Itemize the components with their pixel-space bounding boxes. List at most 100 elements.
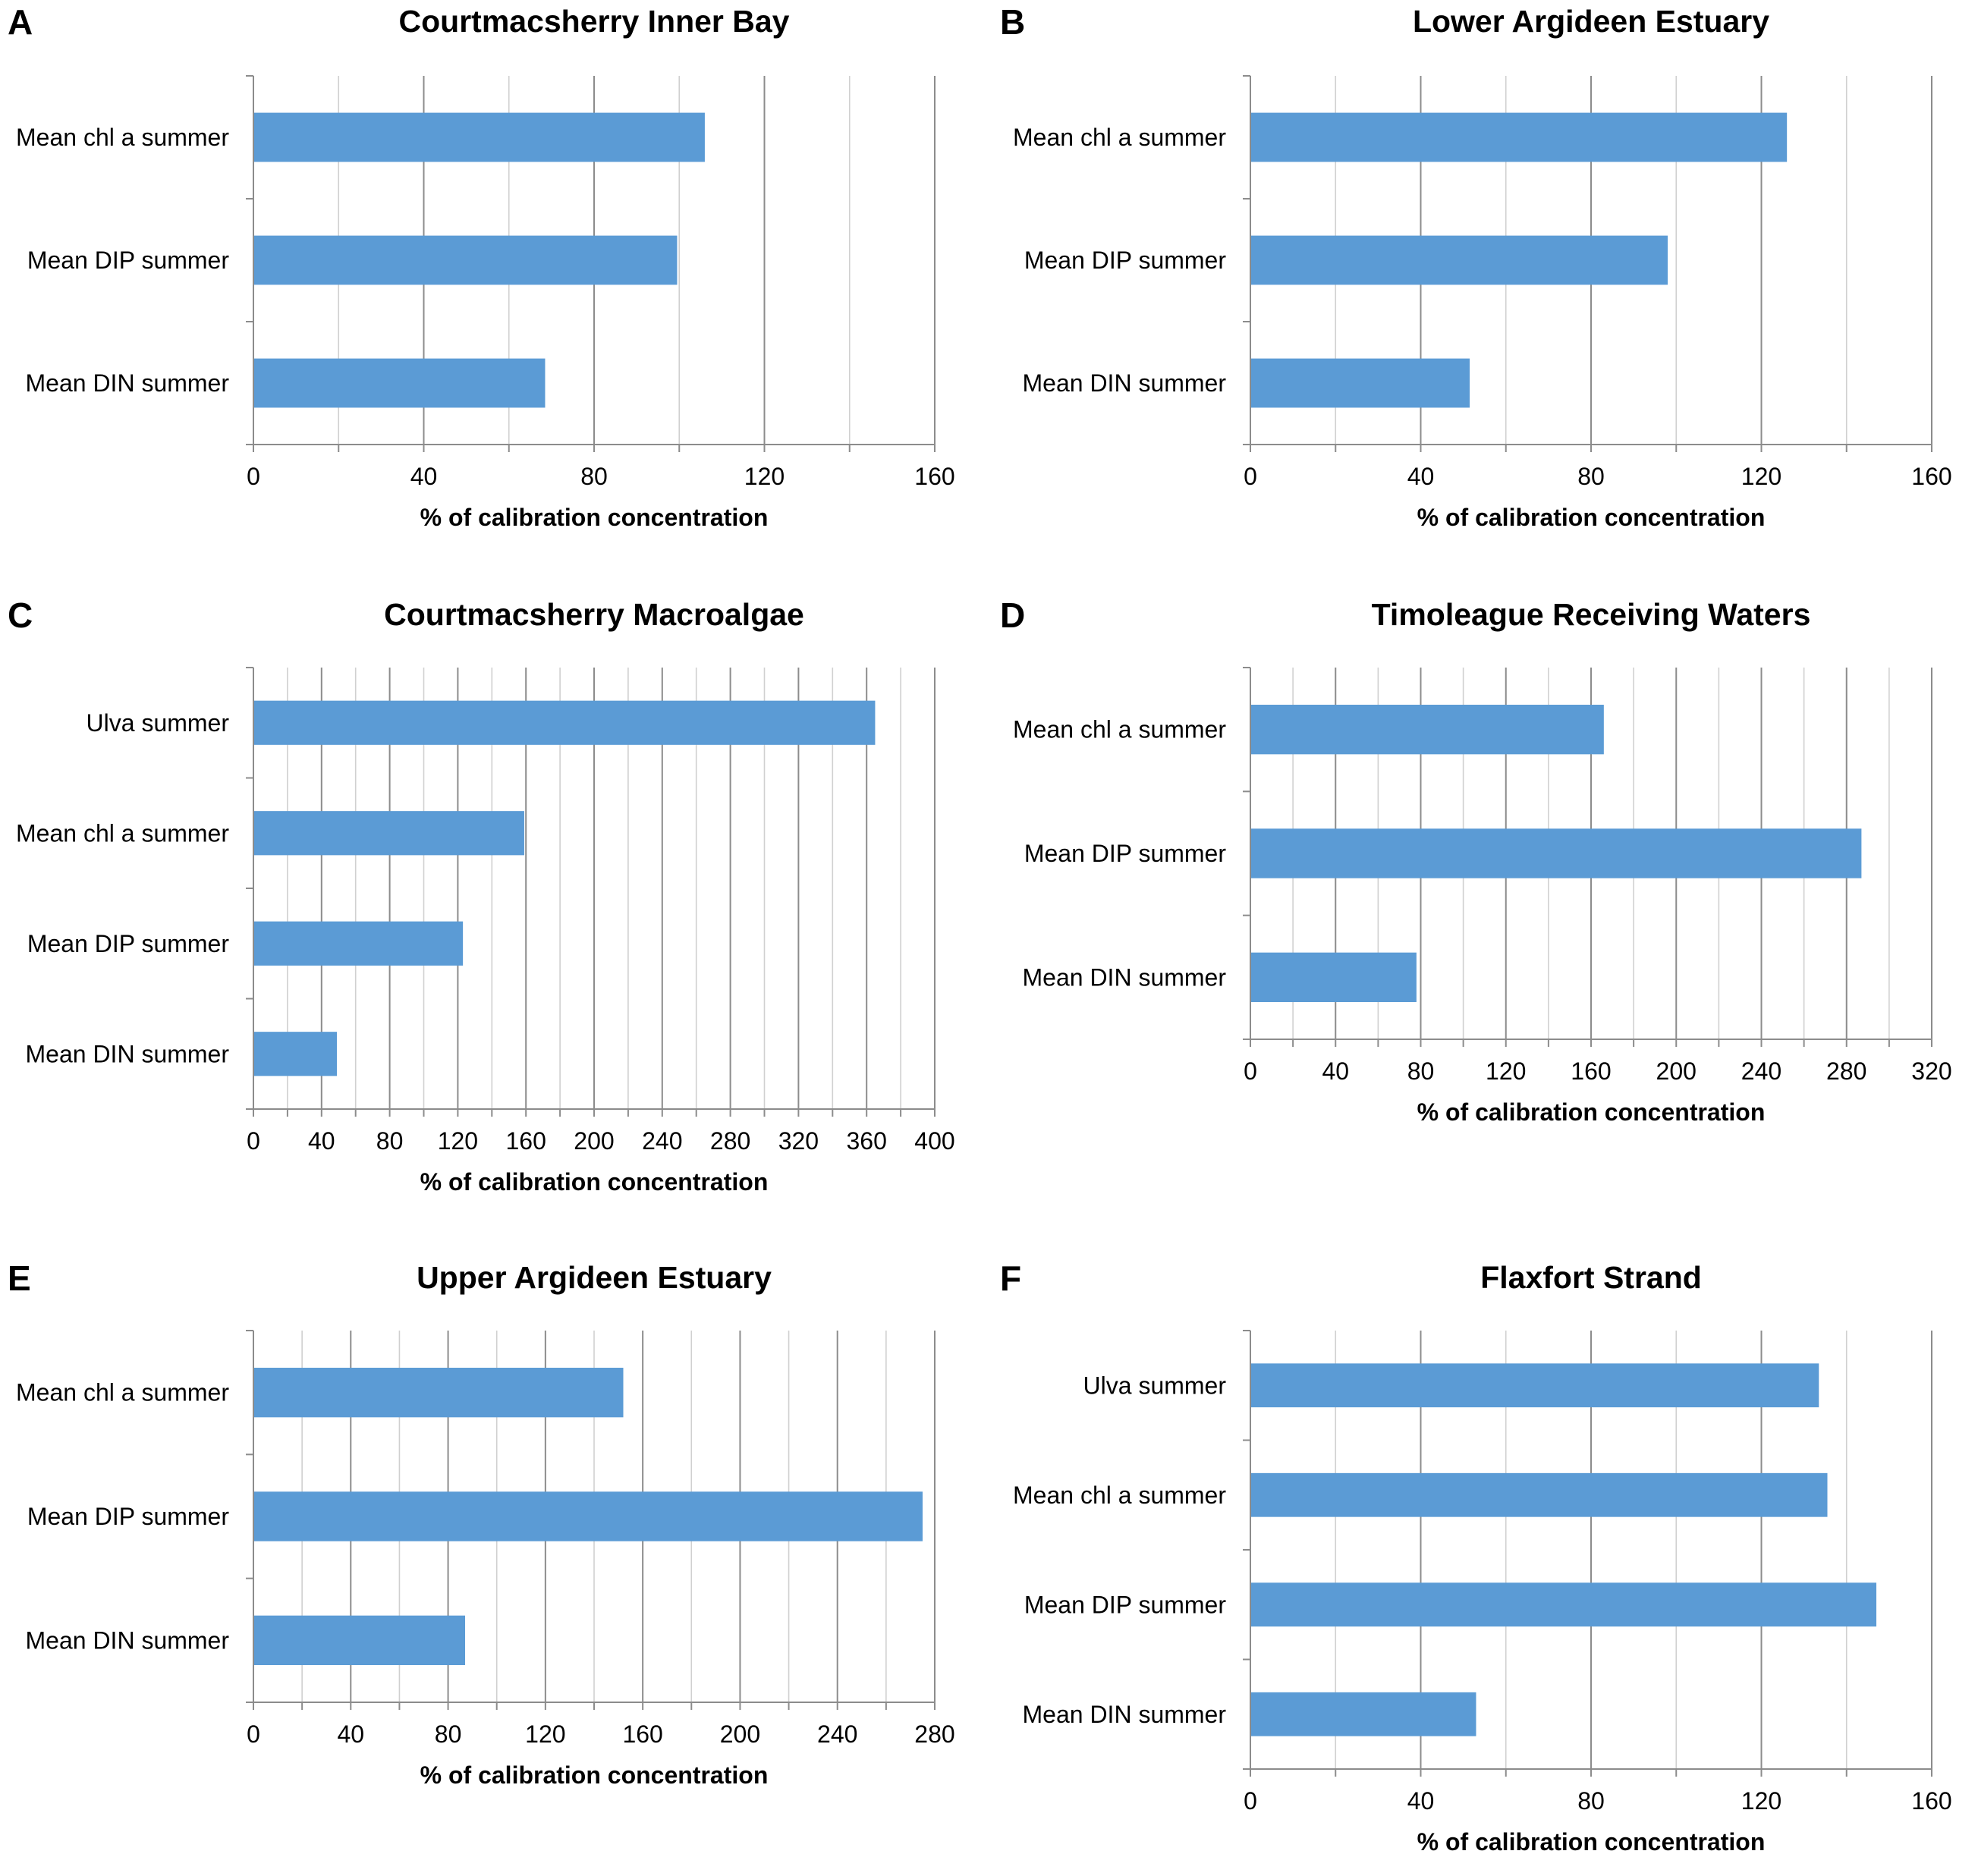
chart-title: Timoleague Receiving Waters <box>1372 597 1811 632</box>
category-label: Mean DIP summer <box>27 1503 230 1530</box>
bar <box>1250 1472 1828 1517</box>
chart-title: Courtmacsherry Macroalgae <box>384 597 804 632</box>
x-tick-label: 160 <box>914 463 954 490</box>
bar <box>1250 952 1417 1002</box>
x-tick-label: 80 <box>376 1127 404 1155</box>
bar <box>1250 705 1604 755</box>
bar <box>253 112 705 162</box>
x-tick-label: 80 <box>1577 463 1605 490</box>
bar <box>1250 828 1862 878</box>
bar <box>1250 358 1470 408</box>
x-tick-label: 0 <box>1244 463 1257 490</box>
category-label: Mean DIN summer <box>1023 369 1227 397</box>
x-tick-label: 280 <box>914 1720 954 1748</box>
category-label: Mean DIN summer <box>1023 1701 1227 1728</box>
x-tick-label: 0 <box>1244 1787 1257 1815</box>
x-tick-label: 120 <box>438 1127 478 1155</box>
category-label: Mean DIN summer <box>26 1040 230 1067</box>
category-label: Mean chl a summer <box>16 1379 229 1406</box>
panel-letter: A <box>8 2 33 42</box>
chart-panel-a: A Courtmacsherry Inner Bay Mean chl a summ… <box>8 2 955 531</box>
bar <box>253 235 678 285</box>
panel-letter: E <box>8 1259 31 1298</box>
x-tick-label: 40 <box>337 1720 364 1748</box>
x-tick-label: 0 <box>247 1127 260 1155</box>
x-tick-label: 40 <box>1407 463 1435 490</box>
chart-title: Flaxfort Strand <box>1480 1260 1702 1295</box>
x-tick-label: 40 <box>1407 1787 1435 1815</box>
x-tick-label: 80 <box>1577 1787 1605 1815</box>
category-label: Mean chl a summer <box>1013 716 1226 743</box>
x-tick-label: 120 <box>744 463 785 490</box>
x-tick-label: 80 <box>1407 1057 1435 1085</box>
category-label: Ulva summer <box>1083 1372 1227 1399</box>
x-tick-label: 40 <box>308 1127 335 1155</box>
x-tick-label: 160 <box>1911 463 1951 490</box>
x-tick-label: 120 <box>1741 1787 1781 1815</box>
x-tick-label: 240 <box>817 1720 857 1748</box>
category-label: Mean chl a summer <box>16 124 229 151</box>
x-tick-label: 160 <box>622 1720 662 1748</box>
panel-letter: D <box>1000 595 1025 635</box>
category-label: Mean chl a summer <box>1013 1482 1226 1509</box>
bar <box>1250 1582 1877 1627</box>
panel-letter: B <box>1000 2 1025 42</box>
bar <box>253 921 464 966</box>
x-tick-label: 120 <box>1741 463 1781 490</box>
x-tick-label: 160 <box>1911 1787 1951 1815</box>
x-tick-label: 400 <box>914 1127 954 1155</box>
x-tick-label: 280 <box>710 1127 750 1155</box>
x-tick-label: 80 <box>435 1720 462 1748</box>
x-tick-label: 0 <box>247 1720 260 1748</box>
category-label: Mean DIP summer <box>1024 1591 1227 1618</box>
bar <box>253 811 524 856</box>
category-label: Mean DIN summer <box>26 1626 230 1654</box>
panel-letter: C <box>8 595 33 635</box>
chart-panel-b: B Lower Argideen Estuary Mean chl a summer… <box>1000 2 1952 531</box>
x-axis-label: % of calibration concentration <box>420 504 769 531</box>
x-axis-label: % of calibration concentration <box>420 1168 769 1196</box>
category-label: Mean chl a summer <box>1013 124 1226 151</box>
chart-panel-e: E Upper Argideen Estuary Mean chl a summer… <box>8 1259 955 1789</box>
x-tick-label: 240 <box>1741 1057 1781 1085</box>
x-tick-label: 0 <box>247 463 260 490</box>
x-axis-label: % of calibration concentration <box>1417 1098 1766 1126</box>
chart-panel-c: C Courtmacsherry Macroalgae Ulva summer Mea… <box>8 595 955 1196</box>
x-tick-label: 320 <box>1911 1057 1951 1085</box>
chart-panel-f: F Flaxfort Strand Ulva summer Mean chl a su… <box>1000 1259 1952 1856</box>
category-label: Mean DIP summer <box>27 247 230 274</box>
category-label: Mean DIP summer <box>1024 247 1227 274</box>
bar <box>1250 1692 1476 1736</box>
x-tick-label: 200 <box>574 1127 614 1155</box>
bar <box>253 1032 338 1076</box>
category-label: Mean chl a summer <box>16 819 229 847</box>
category-label: Mean DIP summer <box>1024 840 1227 867</box>
bar <box>1250 235 1668 285</box>
panel-letter: F <box>1000 1259 1021 1298</box>
x-tick-label: 240 <box>642 1127 682 1155</box>
bar <box>253 1368 624 1418</box>
x-tick-label: 360 <box>847 1127 887 1155</box>
chart-title: Courtmacsherry Inner Bay <box>399 4 790 39</box>
category-label: Mean DIP summer <box>27 930 230 957</box>
category-label: Mean DIN summer <box>1023 963 1227 991</box>
x-tick-label: 160 <box>506 1127 546 1155</box>
bar <box>1250 112 1788 162</box>
x-tick-label: 80 <box>580 463 608 490</box>
category-label: Mean DIN summer <box>26 369 230 397</box>
x-axis-label: % of calibration concentration <box>1417 1828 1766 1856</box>
x-tick-label: 160 <box>1571 1057 1611 1085</box>
bar <box>253 1491 923 1541</box>
bar <box>253 1615 466 1665</box>
x-axis-label: % of calibration concentration <box>420 1761 769 1789</box>
x-tick-label: 120 <box>525 1720 565 1748</box>
bar <box>253 700 876 745</box>
x-tick-label: 200 <box>720 1720 760 1748</box>
x-tick-label: 0 <box>1244 1057 1257 1085</box>
bar <box>253 358 546 408</box>
x-tick-label: 40 <box>410 463 438 490</box>
x-tick-label: 40 <box>1322 1057 1349 1085</box>
x-axis-label: % of calibration concentration <box>1417 504 1766 531</box>
chart-title: Upper Argideen Estuary <box>417 1260 772 1295</box>
